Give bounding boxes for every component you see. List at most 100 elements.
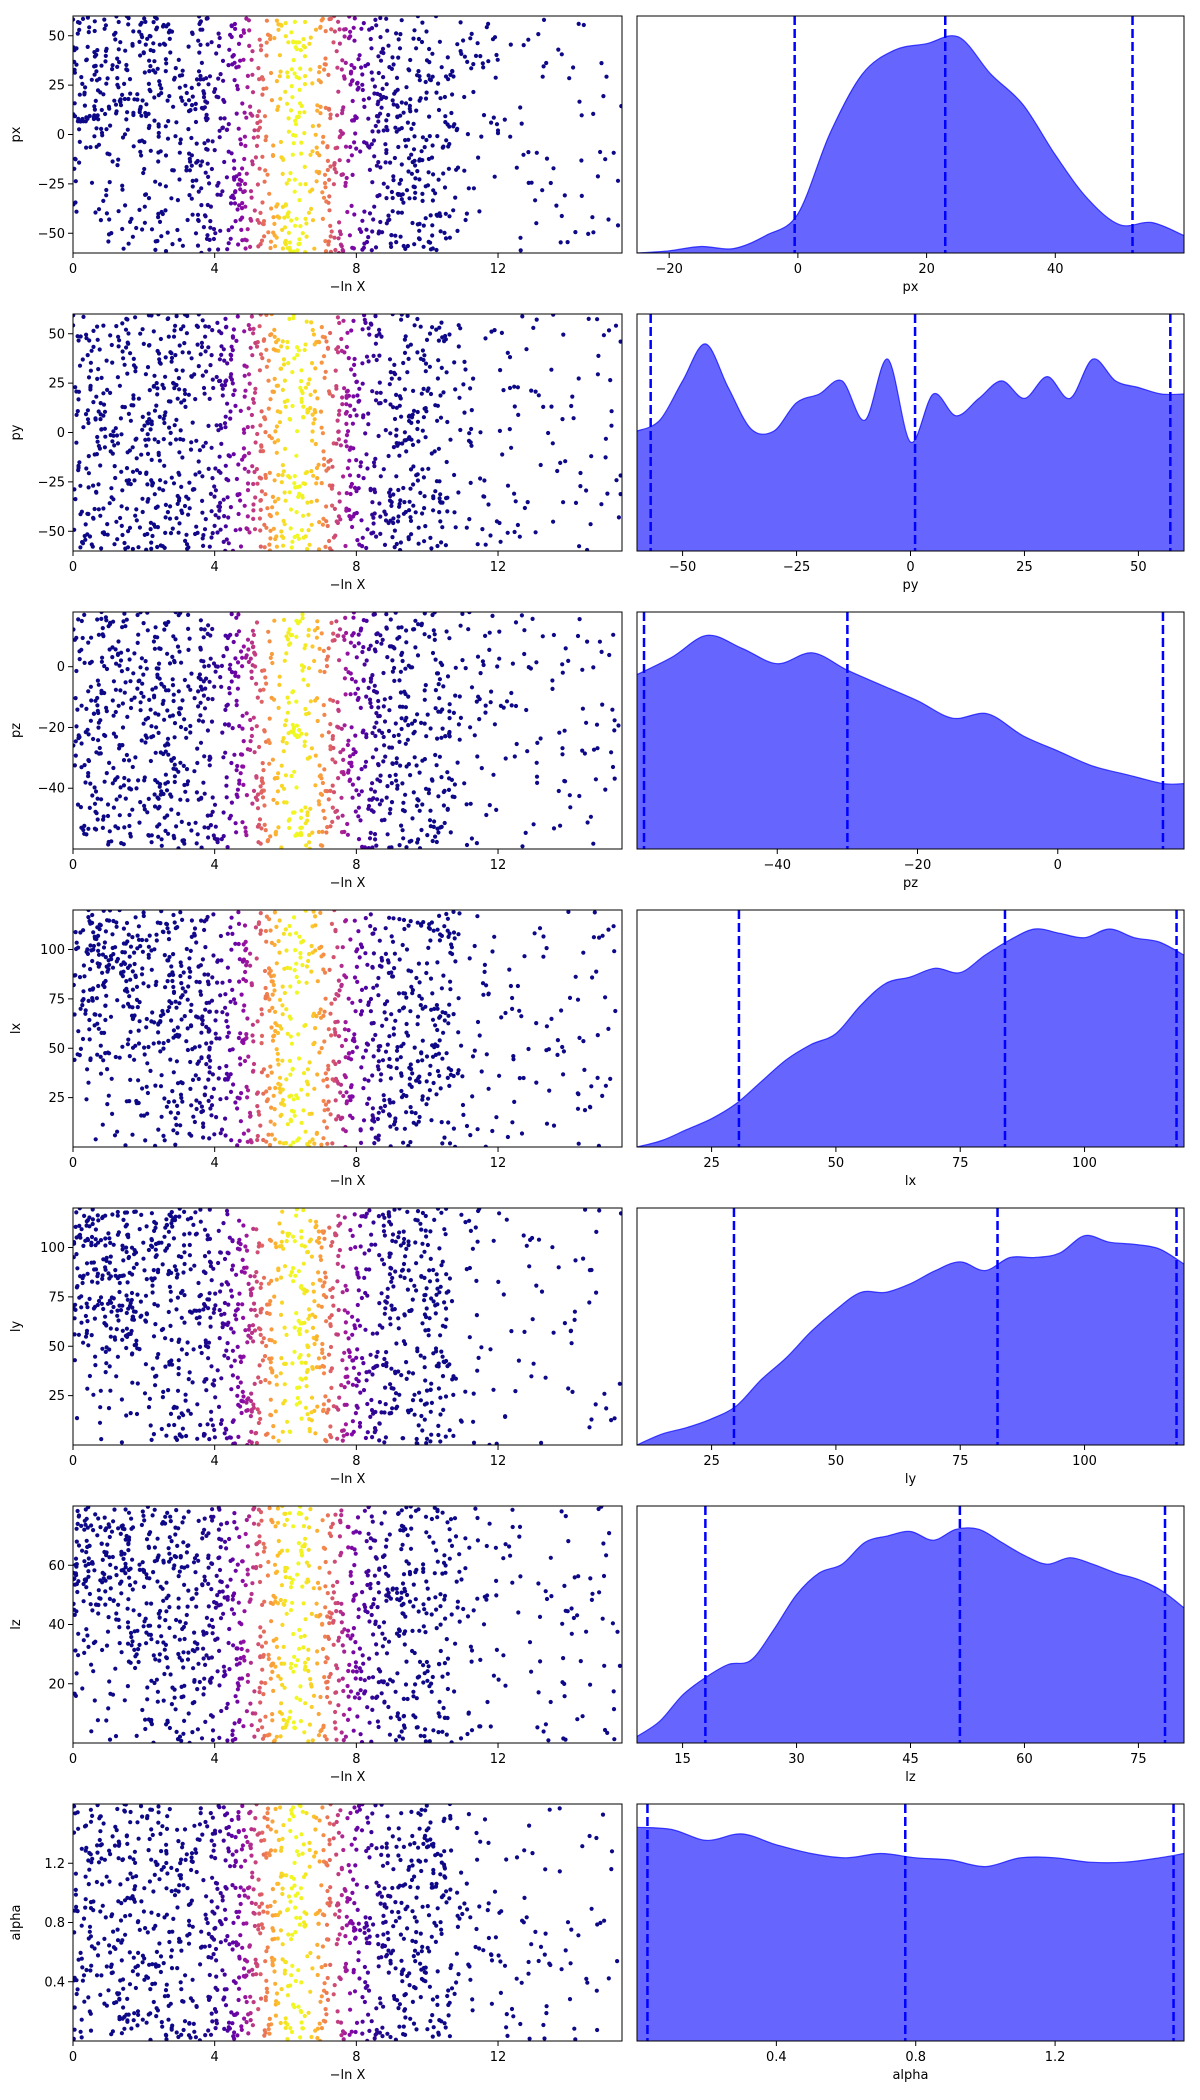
scatter-point <box>495 128 501 133</box>
scatter-point <box>97 927 102 932</box>
scatter-point <box>323 105 328 110</box>
scatter-point <box>122 961 128 967</box>
scatter-point <box>106 1093 111 1098</box>
scatter-point <box>269 651 274 657</box>
scatter-point <box>343 666 348 672</box>
scatter-point <box>468 480 473 485</box>
scatter-point <box>339 336 344 342</box>
scatter-point <box>225 127 230 132</box>
scatter-point <box>307 41 312 46</box>
scatter-point <box>268 536 273 541</box>
scatter-point <box>84 58 89 63</box>
scatter-point <box>235 492 240 497</box>
scatter-point <box>412 627 417 632</box>
scatter-point <box>392 528 397 533</box>
scatter-point <box>151 41 156 46</box>
scatter-point <box>206 345 211 350</box>
scatter-point <box>409 984 414 989</box>
scatter-point <box>125 545 131 550</box>
scatter-point <box>452 360 457 365</box>
scatter-point <box>458 715 463 721</box>
scatter-point <box>474 841 479 846</box>
scatter-point <box>298 182 303 187</box>
scatter-point <box>394 427 399 432</box>
scatter-point <box>145 432 150 437</box>
scatter-point <box>385 28 390 33</box>
scatter-point <box>102 409 108 414</box>
scatter-point <box>287 825 292 831</box>
scatter-point <box>102 940 107 945</box>
scatter-point <box>178 797 183 802</box>
scatter-point <box>179 484 184 489</box>
scatter-point <box>266 966 272 971</box>
scatter-point <box>163 749 168 754</box>
scatter-point <box>223 414 228 419</box>
scatter-point <box>434 90 439 95</box>
scatter-point <box>245 1088 251 1093</box>
scatter-point <box>317 774 322 779</box>
scatter-point <box>540 74 545 79</box>
scatter-point <box>376 54 381 59</box>
scatter-point <box>199 845 204 849</box>
scatter-point <box>218 378 223 383</box>
scatter-point <box>476 155 481 160</box>
scatter-point <box>95 434 100 440</box>
scatter-point <box>382 697 387 702</box>
scatter-point <box>297 934 302 939</box>
scatter-point <box>85 417 91 422</box>
scatter-point <box>391 174 396 179</box>
scatter-point <box>129 697 134 703</box>
scatter-point <box>403 718 408 723</box>
scatter-point <box>348 413 353 419</box>
scatter-point <box>207 396 212 401</box>
scatter-point <box>334 619 339 624</box>
scatter-point <box>80 540 85 545</box>
scatter-point <box>218 192 223 197</box>
scatter-point <box>399 625 404 630</box>
scatter-point <box>258 544 263 549</box>
scatter-point <box>430 325 435 330</box>
scatter-point <box>309 746 314 751</box>
scatter-point <box>554 203 559 208</box>
scatter-point <box>85 1067 90 1072</box>
scatter-point <box>477 697 482 702</box>
scatter-point <box>146 196 152 201</box>
scatter-point <box>330 805 335 810</box>
scatter-point <box>401 836 406 841</box>
scatter-point <box>324 830 329 835</box>
scatter-point <box>76 397 81 402</box>
scatter-ytick-label: −20 <box>38 721 65 736</box>
scatter-point <box>160 544 165 549</box>
scatter-point <box>119 469 124 474</box>
scatter-point <box>115 775 120 780</box>
scatter-point <box>244 364 249 369</box>
scatter-point <box>387 1097 392 1102</box>
scatter-point <box>417 993 422 999</box>
scatter-point <box>186 647 191 653</box>
scatter-point <box>329 1033 334 1038</box>
scatter-point <box>271 143 276 148</box>
scatter-point <box>278 96 283 101</box>
scatter-point <box>188 723 193 729</box>
scatter-point <box>354 115 359 120</box>
scatter-point <box>142 1045 147 1050</box>
scatter-point <box>107 829 112 834</box>
scatter-point <box>436 830 441 835</box>
scatter-point <box>356 805 361 810</box>
scatter-point <box>145 451 151 456</box>
scatter-point <box>163 480 168 485</box>
scatter-point <box>242 156 247 162</box>
scatter-point <box>255 806 261 811</box>
scatter-point <box>247 43 252 49</box>
scatter-ytick-label: 0 <box>57 426 65 441</box>
scatter-point <box>187 975 192 980</box>
scatter-point <box>102 779 107 784</box>
scatter-point <box>518 105 523 110</box>
scatter-point <box>394 75 400 80</box>
scatter-point <box>251 715 256 720</box>
scatter-point <box>366 685 371 691</box>
scatter-point <box>178 973 183 979</box>
scatter-point <box>280 1003 285 1008</box>
scatter-point <box>226 63 231 68</box>
scatter-point <box>157 458 162 463</box>
